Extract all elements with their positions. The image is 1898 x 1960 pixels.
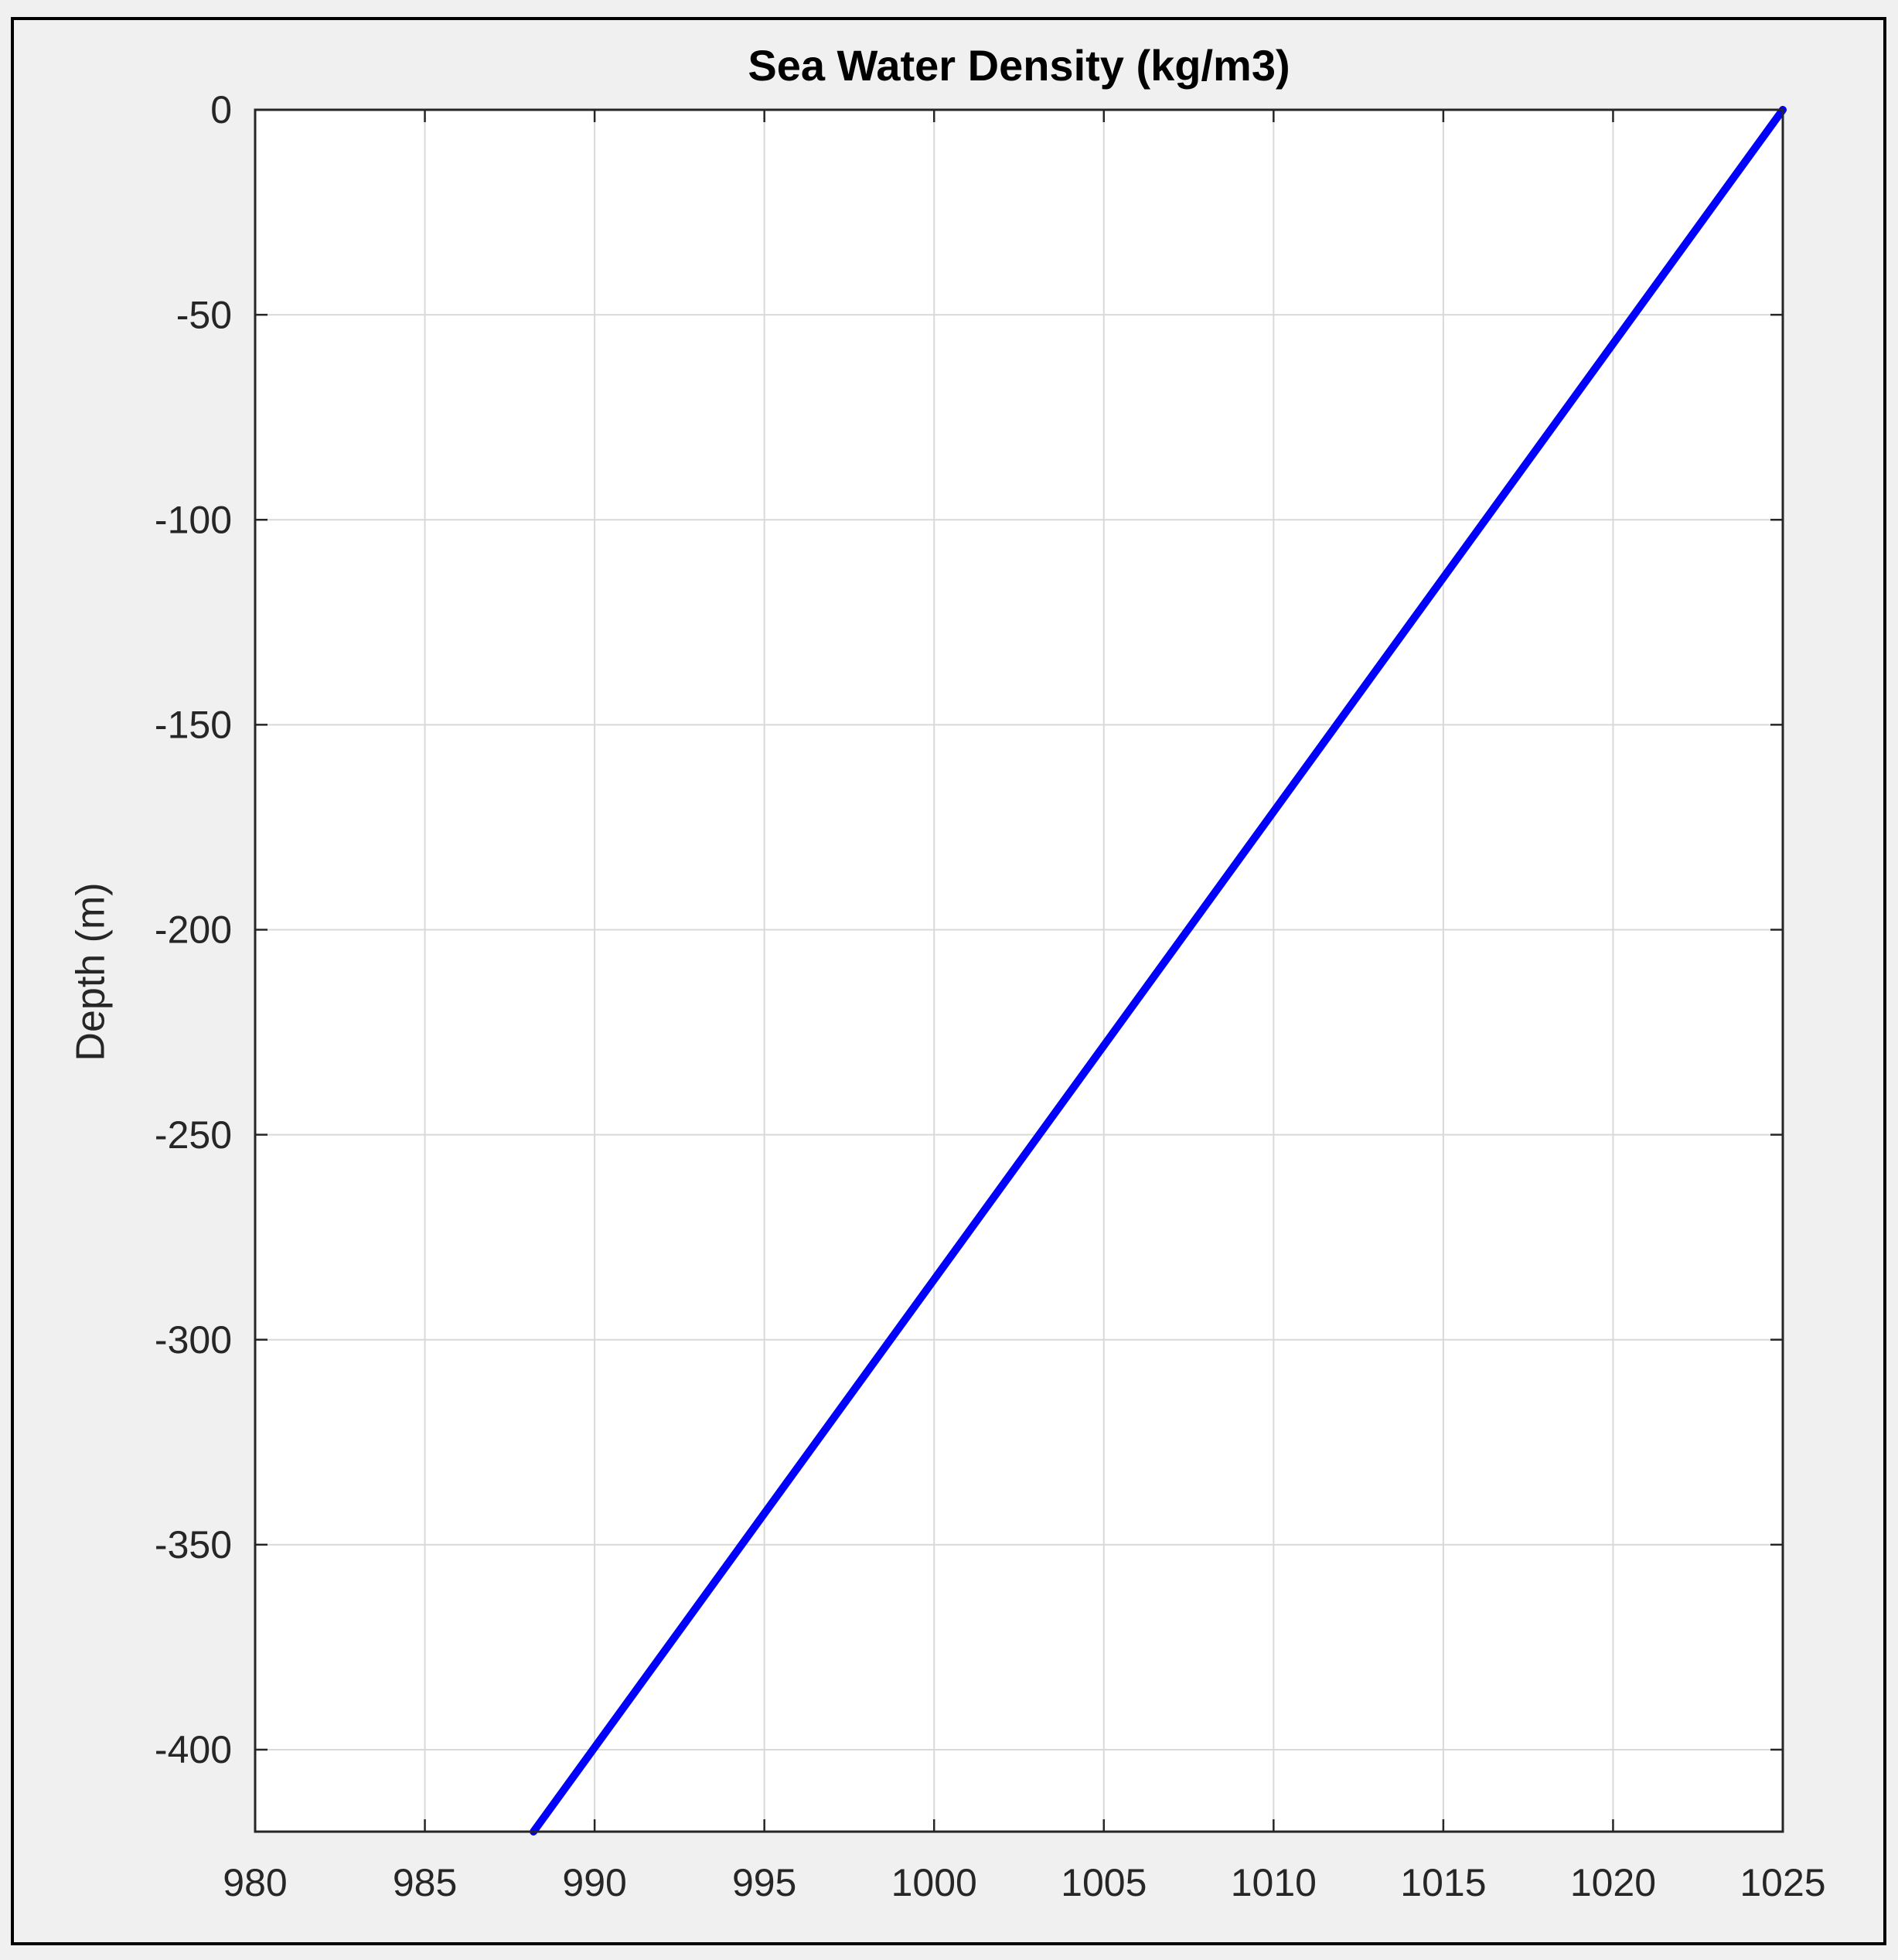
data-line — [530, 106, 1787, 1836]
x-tick-label: 995 — [732, 1861, 796, 1904]
x-tick-label: 1020 — [1570, 1861, 1656, 1904]
x-tick-label: 1005 — [1061, 1861, 1147, 1904]
y-tick-label: -300 — [155, 1318, 232, 1362]
y-tick-label: -50 — [176, 293, 232, 336]
data — [530, 106, 1787, 1836]
axes-box — [254, 108, 1784, 1833]
x-tick-label: 1000 — [891, 1861, 977, 1904]
y-tick-label: -250 — [155, 1113, 232, 1157]
ticks: -400 -350 -300 -250 -200 -150 -100 -50 0 980 985 99… — [155, 88, 1826, 1904]
chart-title: Sea Water Density (kg/m3) — [748, 41, 1290, 90]
x-tick-label: 1010 — [1231, 1861, 1317, 1904]
y-tick-label: -400 — [155, 1728, 232, 1771]
plot-area — [255, 110, 1783, 1832]
y-axis-label: Depth (m) — [69, 882, 114, 1061]
y-tick-label: -350 — [155, 1523, 232, 1566]
y-tick-label: -200 — [155, 908, 232, 952]
x-tick-label: 1015 — [1400, 1861, 1486, 1904]
x-tick-label: 980 — [223, 1861, 287, 1904]
x-tick-label: 990 — [562, 1861, 626, 1904]
x-tick-label: 1025 — [1740, 1861, 1825, 1904]
y-tick-label: -150 — [155, 704, 232, 747]
x-tick-label: 985 — [393, 1861, 457, 1904]
y-tick-label: -100 — [155, 498, 232, 541]
figure-frame — [11, 17, 1886, 1945]
y-tick-label: 0 — [210, 88, 232, 131]
